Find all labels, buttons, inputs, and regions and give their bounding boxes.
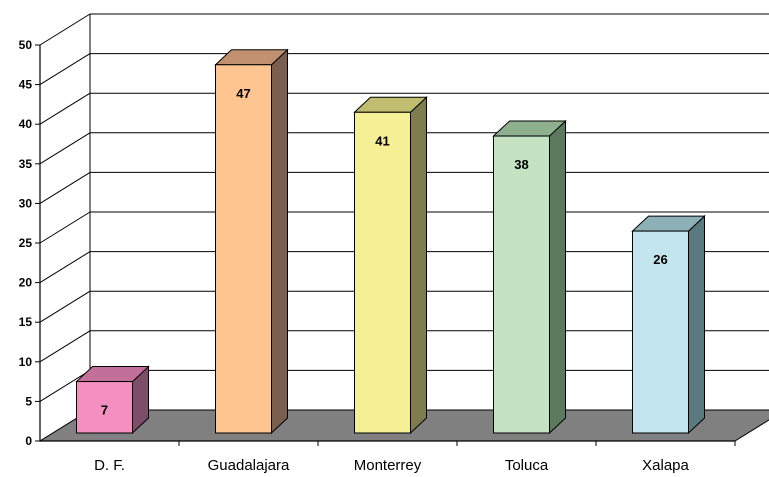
y-tick-label: 20 (19, 276, 33, 290)
bar (76, 381, 133, 434)
side-wall-gridline (39, 92, 91, 125)
y-tick-label: 15 (19, 315, 33, 329)
bar (215, 64, 272, 434)
y-tick-label: 50 (19, 38, 33, 52)
side-wall-gridline (39, 290, 91, 323)
y-tick-label: 30 (19, 196, 33, 210)
chart-back-wall (39, 13, 769, 442)
x-category-label: D. F. (94, 457, 125, 474)
y-tick-label: 0 (25, 434, 32, 448)
side-wall-gridline (39, 53, 91, 86)
side-wall-gridline (39, 251, 91, 284)
x-category-label: Guadalajara (208, 457, 290, 474)
data-label: 7 (101, 403, 108, 418)
bar-group: 41 (353, 96, 428, 435)
x-category-label: Toluca (505, 457, 549, 474)
bar (632, 230, 689, 434)
y-tick-label: 40 (19, 117, 33, 131)
data-label: 38 (514, 157, 528, 172)
bar-group: 26 (631, 214, 706, 435)
bar-side (271, 48, 288, 435)
side-wall-gridline (39, 13, 91, 46)
bar-group: 38 (492, 119, 567, 435)
x-category-label: Monterrey (354, 457, 422, 474)
y-tick-label: 35 (19, 157, 33, 171)
bar (493, 135, 550, 434)
bar-group: 47 (214, 48, 289, 435)
data-label: 26 (653, 252, 667, 267)
side-wall-gridline (39, 132, 91, 165)
y-axis: 0 5 10 15 20 25 30 35 40 45 50 (19, 38, 736, 448)
y-tick-label: 45 (19, 78, 33, 92)
side-wall-gridline (39, 369, 91, 402)
x-axis-labels: D. F. Guadalajara Monterrey Toluca Xalapa (94, 457, 689, 474)
data-label: 41 (375, 133, 389, 148)
y-tick-label: 10 (19, 355, 33, 369)
y-tick-label: 5 (25, 394, 32, 408)
y-tick-label: 25 (19, 236, 33, 250)
bar-group: 7 (75, 365, 150, 435)
bar-side (688, 214, 705, 435)
side-wall-gridline (39, 330, 91, 363)
x-category-label: Xalapa (642, 457, 689, 474)
data-label: 47 (236, 86, 250, 101)
bar-side (549, 119, 566, 435)
side-wall-gridline (39, 171, 91, 204)
side-wall-gridline (39, 211, 91, 244)
bar (354, 111, 411, 434)
bars: 7 47 41 38 26 (75, 48, 706, 435)
bar-side (410, 96, 427, 435)
